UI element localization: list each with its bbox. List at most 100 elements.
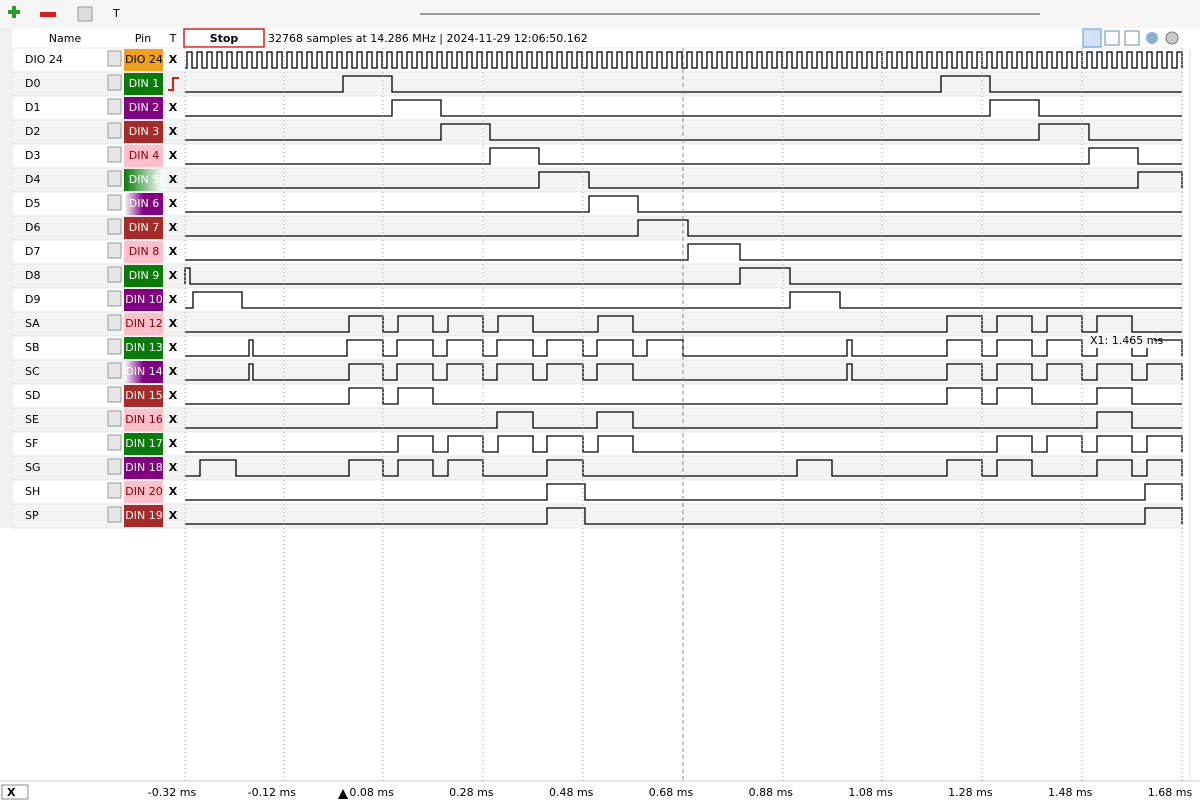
channel-settings[interactable] bbox=[107, 386, 122, 403]
zoom-tool[interactable] bbox=[1124, 30, 1140, 46]
text-button[interactable]: T bbox=[112, 7, 120, 20]
channel-settings[interactable] bbox=[107, 194, 122, 211]
channel-name: D7 bbox=[25, 245, 40, 258]
trigger-setting[interactable]: X bbox=[169, 317, 178, 330]
time-tick-label: 0.28 ms bbox=[449, 786, 494, 799]
trigger-setting[interactable]: X bbox=[169, 509, 178, 522]
col-trigger: T bbox=[169, 32, 177, 45]
pin-cell bbox=[124, 385, 163, 407]
pin-label: DIO 24 bbox=[125, 53, 163, 66]
channel-name: SH bbox=[25, 485, 40, 498]
pin-label: DIN 20 bbox=[125, 485, 162, 498]
trigger-setting[interactable]: X bbox=[169, 245, 178, 258]
channel-name: SC bbox=[25, 365, 40, 378]
channel-settings[interactable] bbox=[107, 98, 122, 115]
trigger-setting[interactable]: X bbox=[169, 149, 178, 162]
channel-settings[interactable] bbox=[107, 362, 122, 379]
waveform bbox=[185, 483, 1183, 501]
waveform bbox=[185, 435, 1183, 453]
pin-cell bbox=[124, 241, 163, 263]
trigger-setting[interactable]: X bbox=[169, 413, 178, 426]
channel-settings[interactable] bbox=[107, 218, 122, 235]
channel-settings[interactable] bbox=[107, 50, 122, 67]
channel-settings[interactable] bbox=[107, 314, 122, 331]
pin-cell bbox=[124, 433, 163, 455]
waveform bbox=[185, 507, 1183, 525]
pin-cell bbox=[124, 145, 163, 167]
waveform bbox=[185, 123, 1182, 141]
pin-label: DIN 9 bbox=[129, 269, 159, 282]
view-tools bbox=[1082, 28, 1179, 48]
add-button[interactable] bbox=[8, 6, 20, 18]
channel-name: SP bbox=[25, 509, 39, 522]
pin-cell bbox=[124, 409, 163, 431]
magnify-tool[interactable] bbox=[1146, 32, 1158, 44]
trigger-setting[interactable]: X bbox=[169, 389, 178, 402]
channel-settings[interactable] bbox=[107, 170, 122, 187]
channel-name: D0 bbox=[25, 77, 40, 90]
col-pin: Pin bbox=[135, 32, 151, 45]
time-tick-label: 1.28 ms bbox=[948, 786, 993, 799]
trigger-setting[interactable]: X bbox=[169, 173, 178, 186]
pin-cell bbox=[124, 49, 163, 71]
trigger-setting[interactable]: X bbox=[169, 221, 178, 234]
time-tick-label: 1.68 ms bbox=[1148, 786, 1193, 799]
time-tick-label: 0.48 ms bbox=[549, 786, 594, 799]
waveform bbox=[185, 99, 1182, 117]
trigger-setting[interactable]: X bbox=[169, 437, 178, 450]
trigger-setting[interactable]: X bbox=[169, 485, 178, 498]
pin-cell bbox=[124, 265, 163, 287]
channel-settings[interactable] bbox=[107, 74, 122, 91]
pin-label: DIN 12 bbox=[125, 317, 162, 330]
trigger-setting[interactable]: X bbox=[169, 293, 178, 306]
trigger-setting[interactable]: X bbox=[169, 125, 178, 138]
channel-settings[interactable] bbox=[107, 506, 122, 523]
waveform bbox=[185, 171, 1183, 189]
pin-cell bbox=[124, 505, 163, 527]
pin-cell bbox=[124, 217, 163, 239]
channel-settings[interactable] bbox=[107, 242, 122, 259]
waveform bbox=[185, 75, 1182, 93]
trigger-setting[interactable]: X bbox=[169, 53, 178, 66]
trigger-marker bbox=[338, 789, 348, 799]
trigger-select[interactable] bbox=[1, 784, 29, 800]
stop-button[interactable] bbox=[183, 28, 265, 48]
channel-name: D5 bbox=[25, 197, 40, 210]
channel-settings[interactable] bbox=[107, 338, 122, 355]
trigger-setting[interactable]: X bbox=[169, 101, 178, 114]
channel-settings[interactable] bbox=[107, 458, 122, 475]
stop-label: Stop bbox=[210, 32, 239, 45]
pointer-tool[interactable] bbox=[1082, 28, 1102, 48]
channel-settings[interactable] bbox=[107, 434, 122, 451]
channel-name: D4 bbox=[25, 173, 40, 186]
trigger-setting[interactable]: X bbox=[169, 197, 178, 210]
channel-settings[interactable] bbox=[107, 266, 122, 283]
remove-button[interactable] bbox=[40, 12, 56, 17]
pin-label: DIN 18 bbox=[125, 461, 162, 474]
trigger-rising-edge[interactable] bbox=[168, 77, 179, 91]
trigger-setting[interactable]: X bbox=[169, 365, 178, 378]
channel-settings[interactable] bbox=[107, 122, 122, 139]
waveform bbox=[185, 363, 1183, 381]
channel-settings[interactable] bbox=[107, 410, 122, 427]
waveform bbox=[185, 195, 1182, 213]
refresh-tool[interactable] bbox=[1165, 31, 1179, 45]
waveform bbox=[185, 315, 1182, 333]
waveform bbox=[185, 147, 1182, 165]
channel-settings[interactable] bbox=[107, 146, 122, 163]
pin-label: DIN 15 bbox=[125, 389, 162, 402]
channel-settings[interactable] bbox=[107, 290, 122, 307]
trigger-setting[interactable]: X bbox=[169, 461, 178, 474]
cursor-label: X1: 1.465 ms bbox=[1090, 334, 1163, 347]
trigger-mode: X bbox=[7, 786, 16, 799]
time-tick-label: 0.08 ms bbox=[349, 786, 394, 799]
zoom-tool[interactable] bbox=[1104, 30, 1120, 46]
pin-label: DIN 2 bbox=[129, 101, 159, 114]
channel-settings[interactable] bbox=[107, 482, 122, 499]
waveform bbox=[185, 219, 1182, 237]
waveform bbox=[185, 339, 1183, 357]
edit-button[interactable] bbox=[77, 6, 93, 22]
trigger-setting[interactable]: X bbox=[169, 341, 178, 354]
time-tick-label: 1.08 ms bbox=[848, 786, 893, 799]
trigger-setting[interactable]: X bbox=[169, 269, 178, 282]
